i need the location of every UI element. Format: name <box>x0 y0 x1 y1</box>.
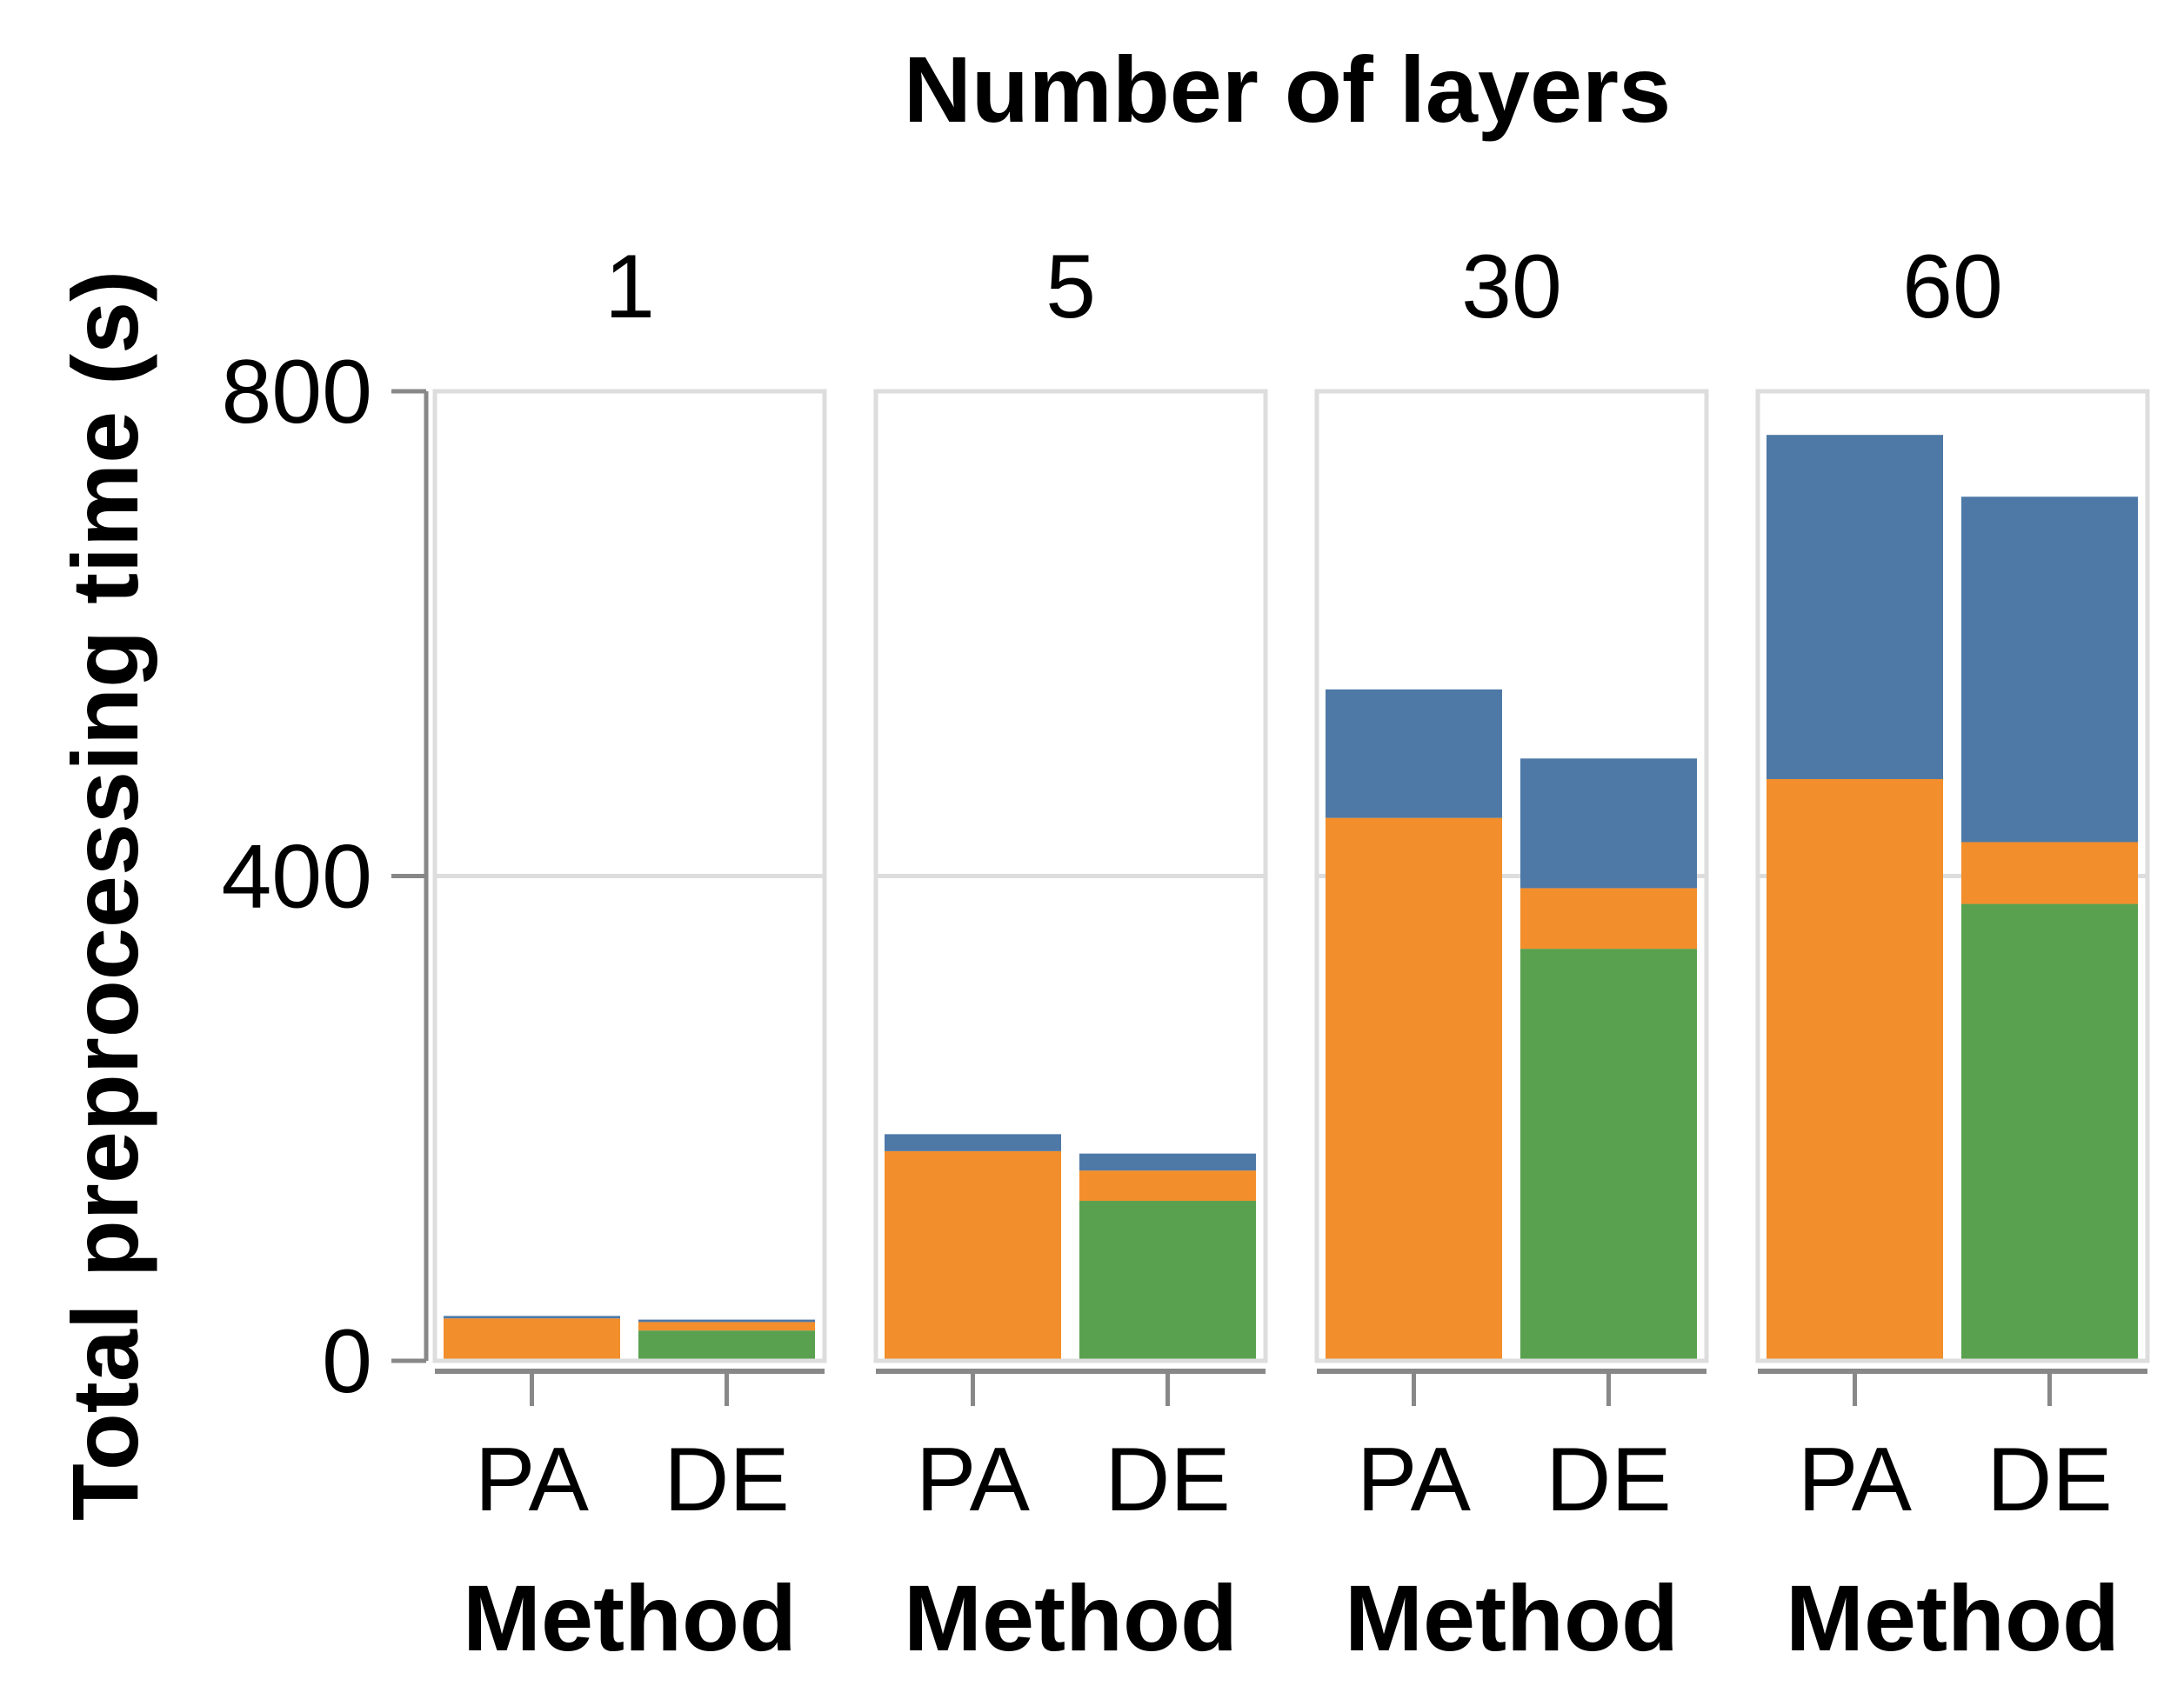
facets: 1 PA DE Method 5 PA DE Method 30 PA DE Method 60 PA DE… <box>432 237 2150 1670</box>
x-tick-label-PA: PA <box>916 1429 1031 1530</box>
bar-30-DE-orange <box>1520 888 1697 950</box>
facet-label-5: 5 <box>1045 237 1096 337</box>
bar-60-PA-blue <box>1767 435 1943 779</box>
facet-label-60: 60 <box>1902 237 2003 337</box>
bar-1-DE-green <box>638 1330 815 1361</box>
y-axis: 0 400 800 <box>221 342 429 1412</box>
bar-30-DE-green <box>1520 949 1697 1361</box>
bar-5-DE-orange <box>1079 1170 1256 1202</box>
x-tick-label-PA: PA <box>1357 1429 1472 1530</box>
bar-1-DE-orange <box>638 1322 815 1331</box>
x-axis-title: Method <box>904 1565 1238 1670</box>
facet-label-1: 1 <box>604 237 655 337</box>
bar-30-DE-blue <box>1520 758 1697 889</box>
bar-60-DE-orange <box>1961 842 2138 904</box>
bar-30-PA-blue <box>1326 689 1502 818</box>
x-tick-label-PA: PA <box>1798 1429 1913 1530</box>
chart-title: Number of layers <box>904 37 1671 142</box>
bar-60-PA-orange <box>1767 779 1943 1361</box>
x-tick-label-PA: PA <box>475 1429 590 1530</box>
bar-30-PA-orange <box>1326 817 1502 1361</box>
facet-label-30: 30 <box>1461 237 1562 337</box>
y-tick-label-0: 0 <box>322 1311 372 1412</box>
bar-60-DE-green <box>1961 903 2138 1361</box>
x-axis-title: Method <box>1786 1565 2120 1670</box>
bar-5-DE-green <box>1079 1201 1256 1361</box>
facet-60: 60 PA DE Method <box>1755 237 2150 1670</box>
bar-5-PA-blue <box>885 1134 1061 1151</box>
y-tick-label-800: 800 <box>221 342 372 443</box>
facet-1: 1 PA DE Method <box>432 237 827 1670</box>
bar-5-PA-orange <box>885 1150 1061 1361</box>
facet-30: 30 PA DE Method <box>1314 237 1709 1670</box>
facet-5: 5 PA DE Method <box>873 237 1268 1670</box>
facet-frame <box>1755 389 2150 1363</box>
y-axis-title: Total preprocessing time (s) <box>52 270 157 1521</box>
x-axis-title: Method <box>463 1565 797 1670</box>
x-tick-label-DE: DE <box>1987 1429 2112 1530</box>
facet-frame <box>432 389 827 1363</box>
x-tick-label-DE: DE <box>664 1429 789 1530</box>
y-tick-label-400: 400 <box>221 827 372 928</box>
x-tick-label-DE: DE <box>1105 1429 1230 1530</box>
facet-frame <box>873 389 1268 1363</box>
x-axis-title: Method <box>1345 1565 1679 1670</box>
bar-60-DE-blue <box>1961 496 2138 843</box>
facet-frame <box>1314 389 1709 1363</box>
bar-5-DE-blue <box>1079 1153 1256 1171</box>
bar-1-DE-blue <box>638 1319 815 1323</box>
x-tick-label-DE: DE <box>1546 1429 1671 1530</box>
bar-1-PA-blue <box>444 1316 620 1319</box>
bar-1-PA-orange <box>444 1318 620 1361</box>
